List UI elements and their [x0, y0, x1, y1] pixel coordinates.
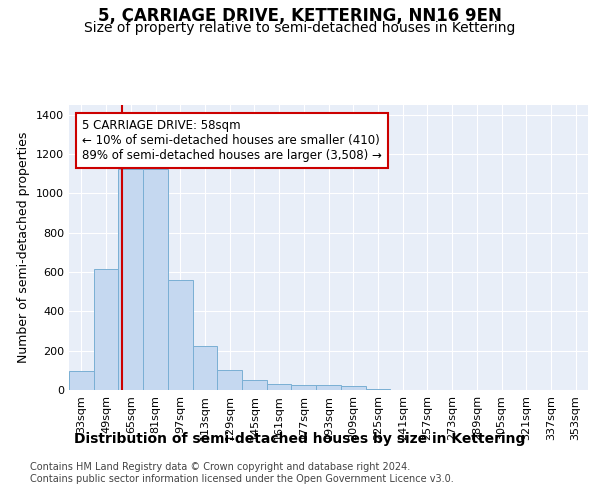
Text: Contains public sector information licensed under the Open Government Licence v3: Contains public sector information licen…	[30, 474, 454, 484]
Text: 5 CARRIAGE DRIVE: 58sqm
← 10% of semi-detached houses are smaller (410)
89% of s: 5 CARRIAGE DRIVE: 58sqm ← 10% of semi-de…	[82, 119, 382, 162]
Bar	[94, 269, 118, 390]
Bar	[143, 169, 168, 390]
Text: Contains HM Land Registry data © Crown copyright and database right 2024.: Contains HM Land Registry data © Crown c…	[30, 462, 410, 472]
Bar	[292, 385, 316, 390]
Bar	[217, 370, 242, 390]
Bar	[193, 346, 217, 390]
Text: Size of property relative to semi-detached houses in Kettering: Size of property relative to semi-detach…	[85, 21, 515, 35]
Text: 5, CARRIAGE DRIVE, KETTERING, NN16 9EN: 5, CARRIAGE DRIVE, KETTERING, NN16 9EN	[98, 8, 502, 26]
Bar	[69, 372, 94, 390]
Bar	[267, 384, 292, 390]
Bar	[365, 389, 390, 390]
Bar	[168, 280, 193, 390]
Bar	[341, 386, 365, 390]
Text: Distribution of semi-detached houses by size in Kettering: Distribution of semi-detached houses by …	[74, 432, 526, 446]
Y-axis label: Number of semi-detached properties: Number of semi-detached properties	[17, 132, 31, 363]
Bar	[118, 169, 143, 390]
Bar	[242, 380, 267, 390]
Bar	[316, 385, 341, 390]
